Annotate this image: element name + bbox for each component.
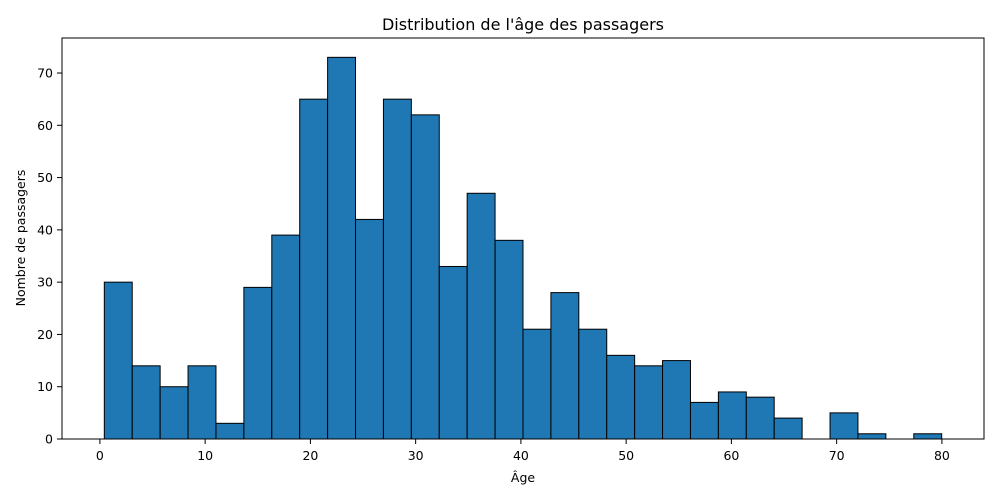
histogram-bar [272,235,300,439]
histogram-bar [328,57,356,439]
histogram-bar [300,99,328,439]
histogram-bar [607,355,635,439]
x-tick-label: 60 [723,448,739,463]
histogram-bar [132,366,160,439]
y-tick-label: 70 [37,66,53,81]
x-tick-label: 80 [934,448,950,463]
histogram-bar [523,329,551,439]
x-axis-label: Âge [511,470,535,485]
y-tick-label: 50 [37,170,53,185]
y-tick-label: 20 [37,327,53,342]
y-axis-ticks: 0 10 20 30 40 50 60 70 [37,66,62,447]
histogram-bar [411,115,439,439]
bars-group [104,57,941,439]
histogram-bar [160,387,188,439]
histogram-bar [244,287,272,439]
x-tick-label: 40 [513,448,529,463]
histogram-bar [383,99,411,439]
x-tick-label: 10 [197,448,213,463]
y-tick-label: 30 [37,275,53,290]
histogram-bar [356,219,384,439]
histogram-bar [579,329,607,439]
x-tick-label: 20 [302,448,318,463]
histogram-bar [467,193,495,439]
x-tick-label: 50 [618,448,634,463]
histogram-bar [216,423,244,439]
histogram-bar [914,434,942,439]
y-tick-label: 0 [45,432,53,447]
histogram-bar [746,397,774,439]
histogram-bar [718,392,746,439]
x-tick-label: 30 [408,448,424,463]
y-tick-label: 40 [37,222,53,237]
histogram-bar [188,366,216,439]
x-tick-label: 0 [96,448,104,463]
histogram-bar [635,366,663,439]
histogram-bar [663,361,691,439]
histogram-bar [774,418,802,439]
x-axis-ticks: 0 10 20 30 40 50 60 70 80 [96,439,950,463]
histogram-bar [830,413,858,439]
chart-title: Distribution de l'âge des passagers [382,15,664,34]
histogram-bar [551,293,579,439]
y-tick-label: 10 [37,379,53,394]
histogram-bar [495,240,523,439]
histogram-bar [439,266,467,439]
x-tick-label: 70 [829,448,845,463]
histogram-bar [858,434,886,439]
histogram-bar [104,282,132,439]
y-tick-label: 60 [37,118,53,133]
y-axis-label: Nombre de passagers [13,170,28,307]
histogram-bar [690,402,718,439]
